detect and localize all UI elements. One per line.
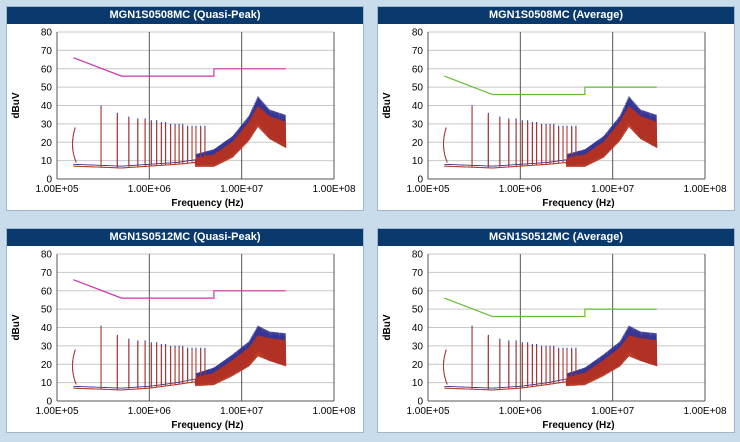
y-tick-label: 50 (412, 305, 424, 316)
limit-line (73, 279, 286, 299)
y-tick-label: 20 (41, 138, 53, 149)
x-tick-label: 1.00E+07 (220, 184, 264, 195)
chart-plot: 0 10 20 30 40 50 60 70 80 1.00E+05 1.00E+06 1.00E+0… (11, 250, 356, 432)
series-start (443, 349, 448, 385)
x-tick-label: 1.00E+08 (683, 406, 727, 417)
series-start (72, 127, 77, 163)
y-tick-label: 40 (41, 101, 53, 112)
chart-title: MGN1S0512MC (Quasi-Peak) (7, 229, 363, 246)
y-tick-label: 60 (41, 64, 53, 75)
x-tick-label: 1.00E+05 (35, 406, 79, 417)
x-tick-label: 1.00E+05 (406, 406, 450, 417)
y-tick-label: 10 (412, 156, 424, 167)
y-tick-label: 70 (412, 268, 424, 279)
y-tick-label: 0 (417, 397, 423, 408)
y-tick-label: 60 (41, 286, 53, 297)
x-tick-label: 1.00E+08 (683, 184, 727, 195)
y-tick-label: 30 (412, 119, 424, 130)
limit-line (73, 57, 286, 77)
x-axis-title: Frequency (Hz) (171, 198, 243, 209)
x-tick-label: 1.00E+06 (499, 406, 543, 417)
limit-line (444, 75, 657, 96)
chart-panel-qp-0512: MGN1S0512MC (Quasi-Peak) 0 10 20 30 40 50 60 70… (6, 228, 364, 433)
series-start (443, 127, 448, 163)
y-tick-label: 50 (41, 83, 53, 94)
y-tick-label: 70 (412, 46, 424, 57)
limit-line (444, 297, 657, 318)
chart-plot: 0 10 20 30 40 50 60 70 80 1.00E+05 1.00E+06 1.00E+0… (11, 28, 356, 210)
y-tick-label: 40 (412, 323, 424, 334)
y-tick-label: 70 (41, 46, 53, 57)
series-1 (443, 327, 658, 391)
y-tick-label: 80 (41, 250, 53, 261)
y-tick-label: 80 (412, 28, 424, 39)
y-tick-label: 60 (412, 286, 424, 297)
y-tick-label: 10 (41, 378, 53, 389)
series-start (72, 349, 77, 385)
series-1 (443, 106, 658, 169)
y-tick-label: 50 (412, 83, 424, 94)
y-tick-label: 20 (412, 138, 424, 149)
chart-plot: 0 10 20 30 40 50 60 70 80 1.00E+05 1.00E+06 1.00E+0… (382, 28, 727, 210)
chart-title: MGN1S0508MC (Quasi-Peak) (7, 7, 363, 24)
y-tick-label: 40 (41, 323, 53, 334)
chart-title: MGN1S0508MC (Average) (378, 7, 734, 24)
y-tick-label: 40 (412, 101, 424, 112)
chart-plot: 0 10 20 30 40 50 60 70 80 1.00E+05 1.00E+06 1.00E+0… (382, 250, 727, 432)
y-axis-title: dBuV (11, 314, 22, 340)
x-tick-label: 1.00E+06 (128, 406, 172, 417)
chart-panel-avg-0512: MGN1S0512MC (Average) 0 10 20 30 40 50 60 70 80 1… (377, 228, 735, 433)
y-tick-label: 80 (412, 250, 424, 261)
y-axis-title: dBuV (382, 314, 393, 340)
y-tick-label: 30 (412, 341, 424, 352)
chart-title: MGN1S0512MC (Average) (378, 229, 734, 246)
x-axis-title: Frequency (Hz) (542, 198, 614, 209)
x-tick-label: 1.00E+07 (591, 406, 635, 417)
y-tick-label: 0 (46, 397, 52, 408)
y-tick-label: 0 (417, 175, 423, 186)
x-tick-label: 1.00E+05 (35, 184, 79, 195)
y-tick-label: 20 (412, 360, 424, 371)
y-tick-label: 30 (41, 341, 53, 352)
y-tick-label: 10 (41, 156, 53, 167)
x-tick-label: 1.00E+07 (220, 406, 264, 417)
series-1 (72, 106, 287, 169)
chart-panel-avg-0508: MGN1S0508MC (Average) 0 10 20 30 40 50 60 70 80 1… (377, 6, 735, 211)
y-tick-label: 10 (412, 378, 424, 389)
x-tick-label: 1.00E+05 (406, 184, 450, 195)
x-tick-label: 1.00E+06 (499, 184, 543, 195)
y-axis-title: dBuV (11, 92, 22, 118)
x-tick-label: 1.00E+08 (312, 406, 356, 417)
y-axis-title: dBuV (382, 92, 393, 118)
y-tick-label: 20 (41, 360, 53, 371)
x-tick-label: 1.00E+08 (312, 184, 356, 195)
y-tick-label: 70 (41, 268, 53, 279)
y-tick-label: 30 (41, 119, 53, 130)
x-tick-label: 1.00E+07 (591, 184, 635, 195)
x-tick-label: 1.00E+06 (128, 184, 172, 195)
x-axis-title: Frequency (Hz) (171, 420, 243, 431)
x-axis-title: Frequency (Hz) (542, 420, 614, 431)
chart-panel-qp-0508: MGN1S0508MC (Quasi-Peak) 0 10 20 30 40 50 60 70… (6, 6, 364, 211)
y-tick-label: 50 (41, 305, 53, 316)
y-tick-label: 60 (412, 64, 424, 75)
series-1 (72, 327, 287, 391)
y-tick-label: 0 (46, 175, 52, 186)
y-tick-label: 80 (41, 28, 53, 39)
